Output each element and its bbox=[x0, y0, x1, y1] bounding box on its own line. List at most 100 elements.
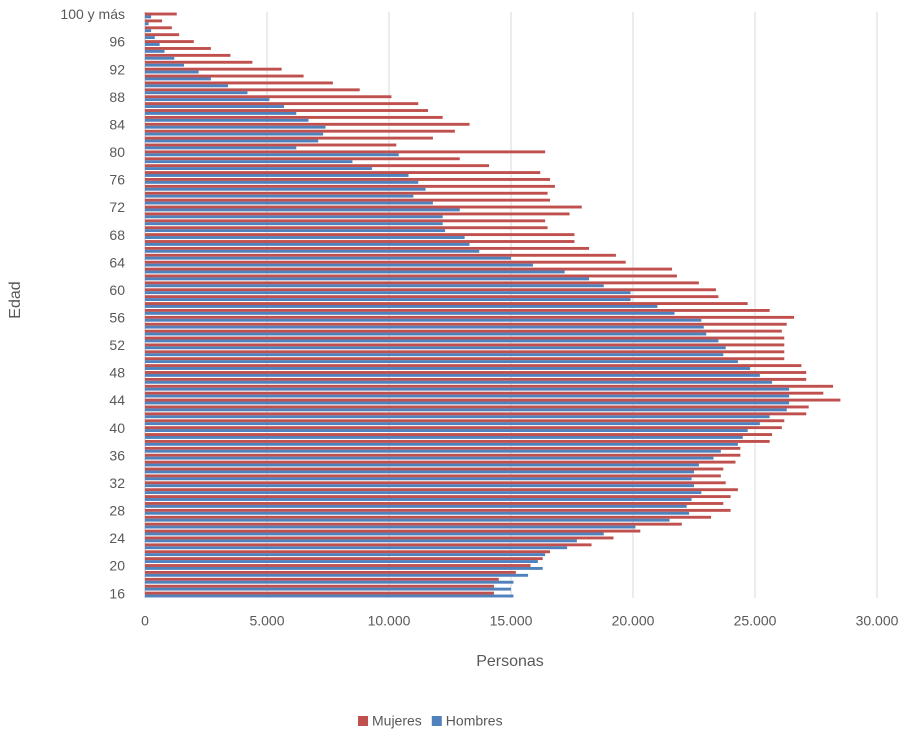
bar bbox=[145, 26, 172, 30]
bar bbox=[145, 277, 590, 281]
bar bbox=[145, 364, 802, 368]
y-tick-label: 20 bbox=[109, 558, 125, 574]
bar bbox=[145, 467, 724, 471]
bar bbox=[145, 325, 704, 329]
bar bbox=[145, 367, 751, 370]
y-tick-label: 92 bbox=[109, 61, 125, 77]
bar bbox=[145, 29, 152, 33]
bar bbox=[145, 311, 675, 315]
bar bbox=[145, 446, 741, 450]
bar bbox=[145, 109, 429, 112]
bar bbox=[145, 95, 392, 99]
x-tick-label: 15.000 bbox=[490, 613, 533, 629]
bar bbox=[145, 77, 211, 81]
y-tick-label: 28 bbox=[109, 503, 125, 519]
bar bbox=[145, 405, 809, 409]
bar bbox=[145, 47, 211, 50]
bar bbox=[145, 308, 770, 312]
bar bbox=[145, 194, 414, 198]
bar bbox=[145, 215, 443, 219]
bar bbox=[145, 539, 577, 543]
bar bbox=[145, 295, 719, 299]
bar bbox=[145, 536, 614, 540]
bar bbox=[145, 236, 465, 239]
bar bbox=[145, 484, 694, 488]
bar bbox=[145, 577, 499, 581]
bar bbox=[145, 219, 546, 223]
bar bbox=[145, 591, 494, 595]
bar bbox=[145, 433, 773, 436]
bar bbox=[145, 339, 719, 343]
bar bbox=[145, 412, 807, 416]
bar bbox=[145, 129, 455, 133]
bar bbox=[145, 498, 692, 501]
bar bbox=[145, 350, 785, 354]
bar bbox=[145, 449, 721, 453]
bar bbox=[145, 187, 426, 191]
x-tick-label: 5.000 bbox=[249, 613, 284, 629]
bar bbox=[145, 371, 807, 374]
bar bbox=[145, 470, 694, 474]
bar bbox=[145, 580, 514, 584]
bar bbox=[145, 429, 748, 432]
bar bbox=[145, 111, 297, 115]
bar bbox=[145, 584, 494, 588]
bar bbox=[145, 387, 790, 391]
y-tick-label: 68 bbox=[109, 227, 125, 243]
bar bbox=[145, 184, 555, 188]
bar bbox=[145, 22, 149, 26]
bar bbox=[145, 353, 724, 357]
y-tick-label: 32 bbox=[109, 475, 125, 491]
bar bbox=[145, 98, 270, 102]
bar bbox=[145, 122, 470, 126]
bar bbox=[145, 146, 297, 150]
bar bbox=[145, 453, 741, 457]
bar bbox=[145, 318, 702, 322]
bar bbox=[145, 167, 372, 171]
bar bbox=[145, 346, 726, 350]
bar bbox=[145, 60, 253, 64]
bar bbox=[145, 422, 760, 426]
bar bbox=[145, 564, 531, 567]
bar bbox=[145, 532, 604, 536]
y-tick-label: 88 bbox=[109, 89, 125, 105]
bar bbox=[145, 525, 636, 529]
legend-label: Hombres bbox=[446, 713, 503, 729]
y-tick-label: 44 bbox=[109, 392, 125, 408]
bar bbox=[145, 515, 712, 519]
bar bbox=[145, 171, 541, 175]
x-tick-label: 10.000 bbox=[368, 613, 411, 629]
bar bbox=[145, 150, 546, 154]
bar bbox=[145, 136, 433, 140]
bar bbox=[145, 102, 419, 106]
bar bbox=[145, 380, 773, 384]
legend-label: Mujeres bbox=[372, 713, 422, 729]
bar bbox=[145, 488, 738, 492]
bar bbox=[145, 36, 155, 40]
x-axis-title: Personas bbox=[476, 653, 544, 670]
bar bbox=[145, 178, 551, 181]
y-tick-label: 84 bbox=[109, 116, 125, 132]
bar bbox=[145, 570, 516, 574]
legend-swatch bbox=[431, 716, 442, 726]
bar bbox=[145, 518, 670, 522]
bar bbox=[145, 566, 543, 570]
bar bbox=[145, 394, 790, 398]
bar bbox=[145, 322, 787, 326]
bar bbox=[145, 550, 551, 554]
bar bbox=[145, 504, 687, 508]
y-tick-label: 52 bbox=[109, 337, 125, 353]
bar bbox=[145, 560, 538, 563]
bar bbox=[145, 15, 152, 19]
bar bbox=[145, 180, 419, 184]
y-tick-label: 64 bbox=[109, 254, 125, 270]
bar bbox=[145, 456, 714, 460]
bar bbox=[145, 125, 326, 129]
bar bbox=[145, 522, 682, 526]
bar bbox=[145, 329, 782, 333]
bar bbox=[145, 164, 490, 168]
bar bbox=[145, 240, 575, 243]
y-tick-label: 24 bbox=[109, 530, 125, 546]
bar bbox=[145, 477, 692, 481]
